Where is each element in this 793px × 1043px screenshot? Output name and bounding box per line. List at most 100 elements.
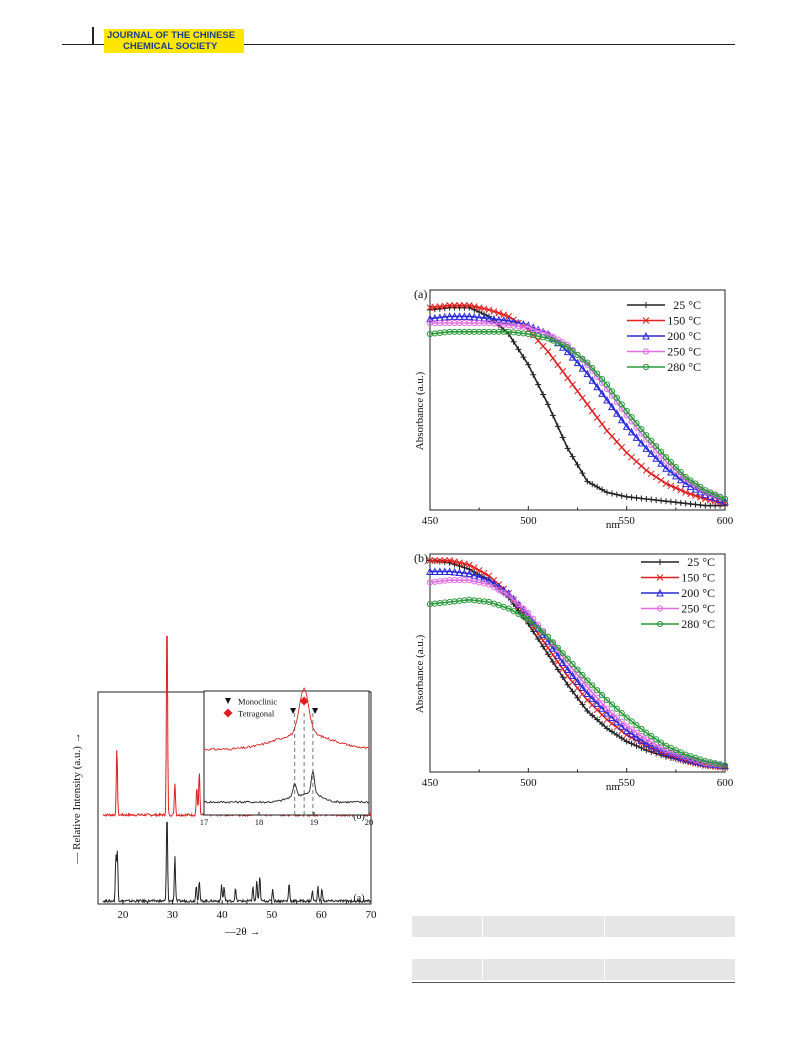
x-tick-label: 60 [316,909,328,921]
data-point [613,409,621,417]
legend-marker [656,588,664,597]
data-point [583,369,592,378]
data-point [648,748,655,755]
legend-label: 150 °C [681,571,715,585]
data-point [525,609,532,616]
table-column-separator [604,959,605,980]
series-4 [426,328,729,503]
data-point [515,601,522,608]
data-point [520,605,527,612]
data-point [549,354,557,362]
data-point [584,359,591,366]
legend-marker [642,317,650,324]
data-point [544,335,552,342]
x-tick-label: 550 [618,515,635,527]
data-point [485,581,493,588]
legend-label: 200 °C [667,329,701,343]
data-point [544,348,552,355]
pattern-label: (b) [353,811,365,822]
data-point [618,710,625,717]
data-point [544,633,552,640]
data-point [692,501,699,508]
x-tick-label: 500 [520,777,537,789]
data-point [564,374,572,382]
y-axis-label: Absorbance (a.u.) [414,634,426,713]
data-point [687,500,694,507]
data-point [559,434,566,441]
data-point [598,420,606,428]
data-point [603,716,611,724]
data-point [594,483,601,490]
data-point [460,312,469,320]
data-point [475,566,483,574]
data-point [510,608,517,615]
data-point [505,605,512,612]
data-point [500,589,507,596]
data-point [637,736,646,744]
data-point [535,636,542,643]
data-point [672,499,679,506]
data-point [697,502,704,509]
data-point [436,567,444,575]
table-column-separator [482,959,483,980]
legend-marker [642,348,650,355]
x-tick-label: 500 [520,515,537,527]
data-point [554,658,562,666]
data-point [431,313,439,322]
data-point [691,484,700,493]
data-point [598,389,606,397]
data-point [648,732,655,740]
legend-marker [643,302,649,308]
data-point [445,312,454,320]
table-column-separator [604,916,605,937]
data-point [662,454,670,461]
data-point [598,700,606,707]
data-point [608,432,616,440]
data-point [593,414,601,421]
data-point [490,308,498,315]
data-point [657,448,665,455]
data-point [608,728,615,735]
data-point [608,402,616,411]
data-point [677,486,685,494]
data-point [613,705,620,712]
data-point [540,643,547,650]
data-point [648,738,655,746]
data-point [623,714,630,721]
panel-label: (a) [414,287,427,301]
inset-line [203,770,370,804]
data-point [579,470,586,477]
series-3 [426,577,729,769]
data-point [431,557,439,564]
data-point [499,316,508,324]
data-point [637,438,646,447]
data-point [450,312,459,320]
data-point [632,433,641,441]
data-point [667,498,674,505]
inset-x-tick-label: 18 [255,817,264,827]
data-point [495,309,503,317]
data-point [520,354,527,361]
data-point [549,644,557,652]
data-point [716,493,724,500]
data-point [588,407,596,415]
data-point [599,721,606,728]
data-point [544,644,552,652]
data-point [647,449,656,457]
inset-x-tick-label: 17 [200,817,209,827]
data-point [460,568,469,577]
data-point [431,567,439,575]
data-point [593,382,601,391]
data-point [559,650,566,657]
data-point [554,644,561,651]
data-point [623,407,630,415]
data-point [461,302,468,309]
x-tick-label: 40 [217,909,229,921]
data-point [564,655,571,662]
data-point [505,313,513,320]
data-point [445,567,454,575]
data-point [623,493,630,500]
x-axis-label: nm [606,781,621,793]
data-point [594,694,601,701]
data-point [633,722,640,729]
